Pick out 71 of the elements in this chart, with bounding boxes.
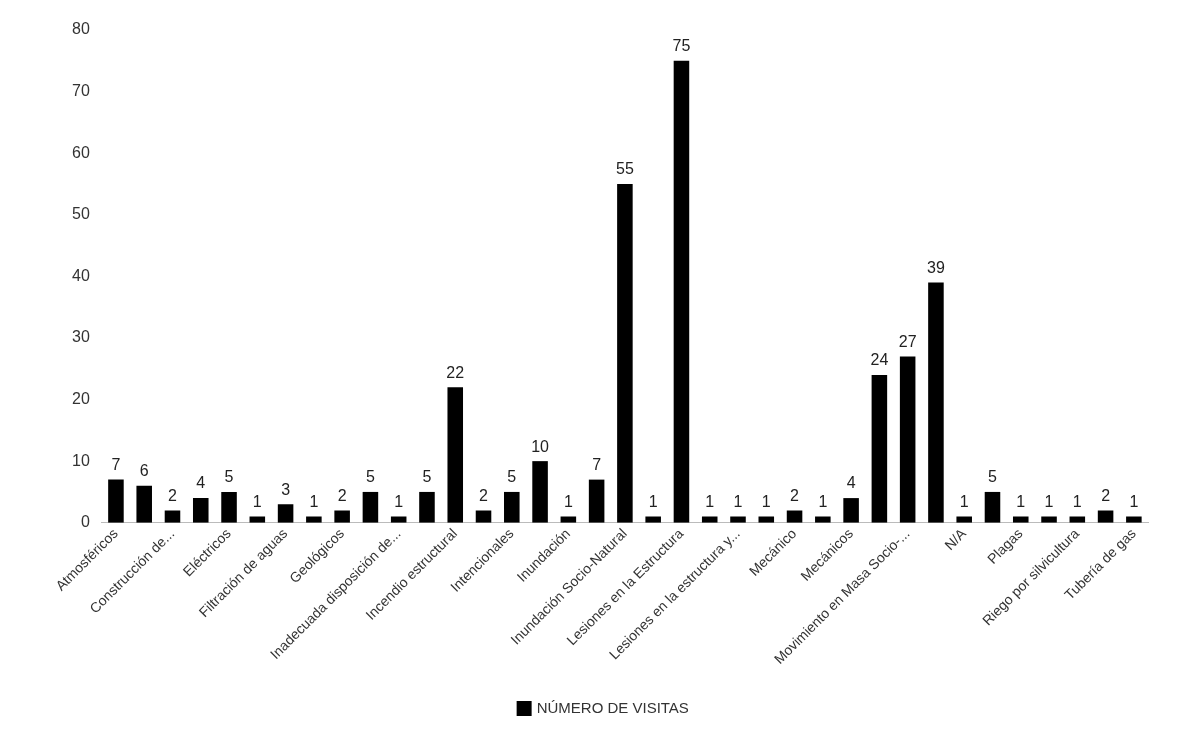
bar xyxy=(899,356,916,523)
bar xyxy=(192,498,209,523)
data-label: 1 xyxy=(1044,492,1054,510)
data-label: 1 xyxy=(733,492,743,510)
y-tick-label: 80 xyxy=(72,20,90,38)
data-label: 39 xyxy=(927,258,945,276)
y-tick-label: 0 xyxy=(80,513,90,531)
data-label: 27 xyxy=(898,332,917,350)
bar xyxy=(786,510,803,523)
legend-label: NÚMERO DE VISITAS xyxy=(536,698,689,716)
data-label: 2 xyxy=(479,486,489,504)
data-label: 7 xyxy=(111,456,121,474)
data-label: 2 xyxy=(790,486,800,504)
y-tick-label: 30 xyxy=(72,328,90,346)
data-label: 1 xyxy=(761,492,771,510)
data-label: 2 xyxy=(168,486,178,504)
y-tick-label: 10 xyxy=(72,451,90,469)
data-label: 3 xyxy=(281,480,291,498)
data-label: 2 xyxy=(1101,486,1111,504)
bar xyxy=(1097,510,1114,523)
bar xyxy=(617,183,633,523)
data-label: 1 xyxy=(818,492,828,510)
data-label: 1 xyxy=(309,492,319,510)
data-label: 10 xyxy=(531,437,550,455)
bar xyxy=(843,498,859,523)
data-label: 24 xyxy=(870,351,889,369)
bar xyxy=(362,491,379,523)
data-label: 1 xyxy=(648,492,658,510)
bar xyxy=(447,387,464,523)
bar xyxy=(334,510,350,523)
data-label: 1 xyxy=(959,492,969,510)
data-label: 5 xyxy=(988,468,998,486)
data-label: 1 xyxy=(563,492,573,510)
bar xyxy=(532,461,548,523)
data-label: 1 xyxy=(1016,492,1026,510)
y-tick-label: 50 xyxy=(72,205,90,223)
bar xyxy=(277,504,294,523)
bar xyxy=(504,491,520,523)
data-label: 4 xyxy=(196,474,206,492)
bar xyxy=(984,491,1001,523)
bar xyxy=(164,510,181,523)
data-label: 22 xyxy=(446,363,465,381)
data-label: 5 xyxy=(224,468,234,486)
data-label: 75 xyxy=(672,37,691,55)
bar xyxy=(136,485,152,523)
y-tick-label: 20 xyxy=(72,389,90,407)
data-label: 5 xyxy=(365,468,375,486)
data-label: 7 xyxy=(592,456,602,474)
data-label: 6 xyxy=(139,462,149,480)
x-tick-label: N/A xyxy=(941,524,970,554)
bar xyxy=(588,479,605,523)
bar xyxy=(871,374,888,523)
data-label: 1 xyxy=(1072,492,1082,510)
bar xyxy=(673,60,690,523)
y-tick-label: 40 xyxy=(72,266,90,284)
bar xyxy=(475,510,492,523)
data-label: 1 xyxy=(1129,492,1139,510)
bar xyxy=(221,491,237,523)
bar xyxy=(419,491,435,523)
data-label: 1 xyxy=(394,492,404,510)
data-label: 4 xyxy=(846,474,856,492)
y-tick-label: 70 xyxy=(72,82,90,99)
data-label: 5 xyxy=(507,468,517,486)
data-label: 55 xyxy=(616,160,634,178)
data-label: 2 xyxy=(337,486,347,504)
y-tick-label: 60 xyxy=(72,143,90,161)
bar xyxy=(108,479,124,523)
bar xyxy=(928,282,944,523)
data-label: 1 xyxy=(252,492,262,510)
data-label: 1 xyxy=(705,492,715,510)
data-label: 5 xyxy=(422,468,432,486)
